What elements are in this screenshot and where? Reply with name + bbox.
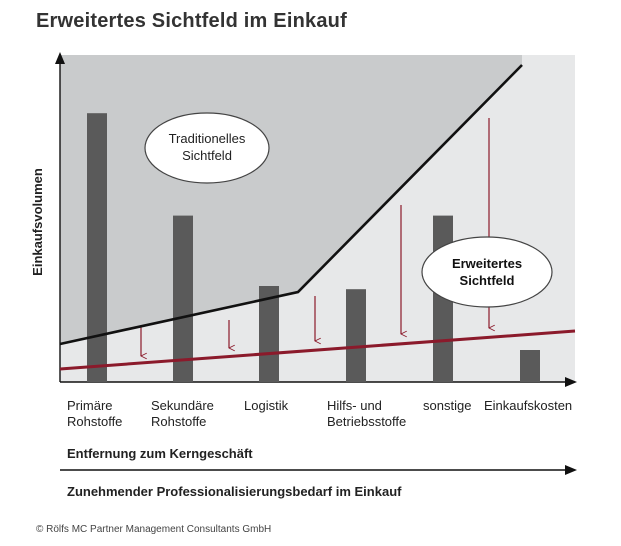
professionalization-axis-arrow <box>565 465 577 475</box>
y-axis-arrow <box>55 52 65 64</box>
bar-secondary <box>173 215 193 382</box>
page-title: Erweitertes Sichtfeld im Einkauf <box>36 10 347 32</box>
extended-field-ellipse <box>421 236 553 308</box>
y-axis-label: Einkaufsvolumen <box>30 168 45 276</box>
traditional-field-label-line2: Sichtfeld <box>182 148 232 163</box>
bar-auxiliary <box>346 289 366 382</box>
category-label-secondary: Sekundäre Rohstoffe <box>151 398 214 429</box>
category-label-auxiliary: Hilfs- und Betriebsstoffe <box>327 398 407 429</box>
distance-axis-label: Entfernung zum Kerngeschäft <box>67 446 253 461</box>
traditional-field-label-line1: Traditionelles <box>169 131 246 146</box>
extended-field-label-line1: Erweitertes <box>452 256 522 271</box>
professionalization-axis-label: Zunehmender Professionalisierungsbedarf … <box>67 484 402 499</box>
traditional-field-ellipse <box>144 112 270 184</box>
copyright-notice: © Rölfs MC Partner Management Consultant… <box>36 524 272 535</box>
bar-logistics <box>259 286 279 382</box>
category-label-primary: Primäre Rohstoffe <box>67 398 123 429</box>
extended-field-label-line2: Sichtfeld <box>460 273 515 288</box>
category-label-costs: Einkaufskosten <box>484 398 573 413</box>
bar-costs <box>520 350 540 382</box>
bar-primary <box>87 113 107 382</box>
category-label-other: sonstige <box>423 398 472 413</box>
threshold-line <box>59 329 576 371</box>
category-label-logistics: Logistik <box>244 398 289 413</box>
x-axis-arrow <box>565 377 577 387</box>
field-boundary-line <box>59 64 523 346</box>
